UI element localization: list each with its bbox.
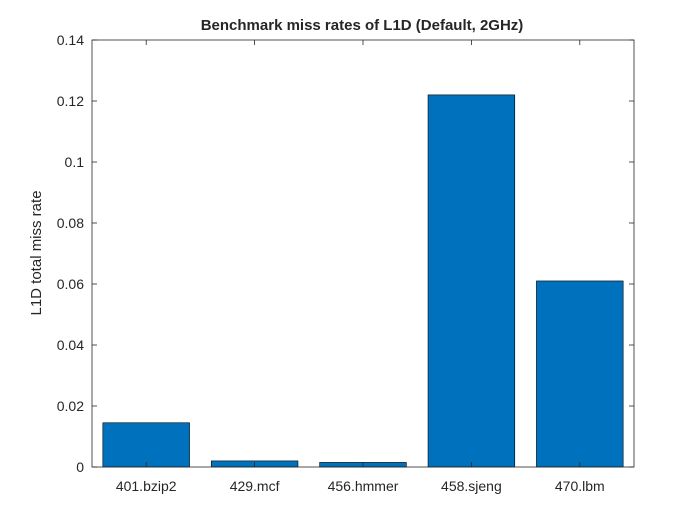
x-tick-label: 456.hmmer: [328, 478, 399, 494]
y-tick-label: 0.06: [57, 276, 84, 292]
x-tick-label: 429.mcf: [230, 478, 280, 494]
bars-layer: [102, 94, 624, 468]
y-axis-label: L1D total miss rate: [28, 190, 45, 315]
y-tick-label: 0: [76, 459, 84, 475]
chart-title: Benchmark miss rates of L1D (Default, 2G…: [201, 17, 524, 34]
y-tick-label: 0.02: [57, 398, 84, 414]
bar-401-bzip2: [102, 422, 190, 468]
y-tick-label: 0.1: [65, 154, 85, 170]
ticks-layer: 0 0.02 0.04 0.06 0.08 0.1 0.12 0.14 401.bzip2 429…: [57, 32, 634, 494]
y-tick-label: 0.04: [57, 337, 84, 353]
bar-470-lbm: [536, 280, 624, 468]
x-tick-label: 470.lbm: [555, 478, 605, 494]
y-tick-label: 0.08: [57, 215, 84, 231]
y-tick-label: 0.14: [57, 32, 84, 48]
bar-458-sjeng: [427, 94, 516, 468]
y-tick-label: 0.12: [57, 93, 84, 109]
x-tick-label: 458.sjeng: [441, 478, 502, 494]
x-tick-label: 401.bzip2: [116, 478, 177, 494]
